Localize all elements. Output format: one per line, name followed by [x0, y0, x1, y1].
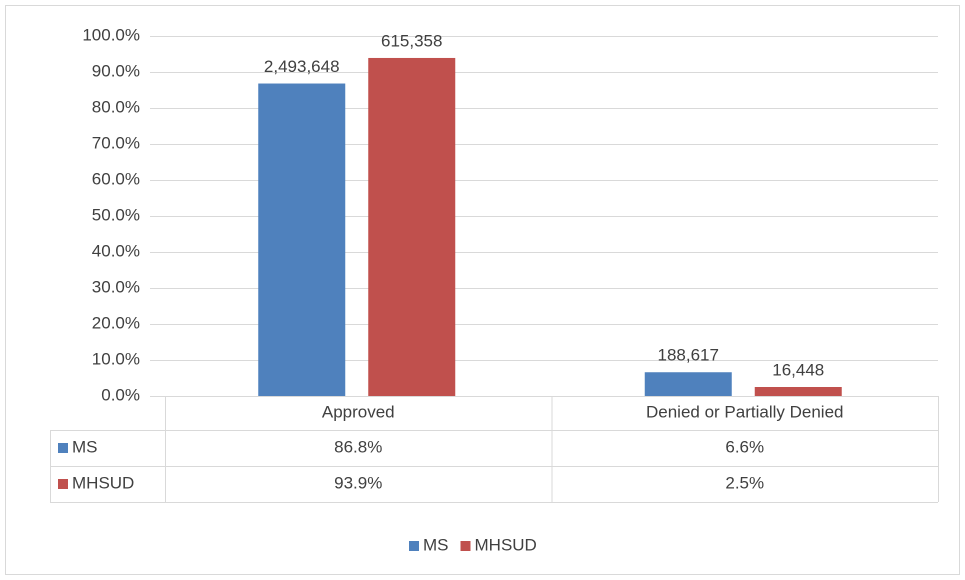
y-tick-label: 70.0% [92, 133, 140, 152]
y-tick-label: 20.0% [92, 313, 140, 332]
table-cell: 2.5% [725, 473, 764, 492]
y-tick-label: 80.0% [92, 97, 140, 116]
legend-label: MS [423, 535, 449, 554]
table-legend-key [58, 479, 68, 489]
y-tick-label: 60.0% [92, 169, 140, 188]
table-cell: 6.6% [725, 437, 764, 456]
x-tick-label: Denied or Partially Denied [646, 402, 844, 421]
y-tick-label: 10.0% [92, 349, 140, 368]
y-tick-label: 100.0% [82, 25, 140, 44]
bar [258, 83, 346, 397]
data-label: 188,617 [658, 346, 719, 365]
data-label: 2,493,648 [264, 57, 340, 76]
table-series-name: MHSUD [72, 473, 134, 492]
x-tick-label: Approved [322, 402, 395, 421]
data-label: 16,448 [772, 360, 824, 379]
y-tick-label: 40.0% [92, 241, 140, 260]
legend-key [409, 541, 419, 551]
table-legend-key [58, 443, 68, 453]
table-cell: 93.9% [334, 473, 382, 492]
data-label: 615,358 [381, 31, 442, 50]
table-series-name: MS [72, 437, 98, 456]
legend-label: MHSUD [475, 535, 537, 554]
y-tick-label: 30.0% [92, 277, 140, 296]
y-tick-label: 50.0% [92, 205, 140, 224]
bar [754, 387, 842, 396]
table-cell: 86.8% [334, 437, 382, 456]
chart-border [5, 5, 960, 575]
bar [644, 372, 732, 396]
bar [368, 57, 456, 397]
y-tick-label: 0.0% [101, 385, 140, 404]
legend-key [460, 541, 471, 551]
y-tick-label: 90.0% [92, 61, 140, 80]
